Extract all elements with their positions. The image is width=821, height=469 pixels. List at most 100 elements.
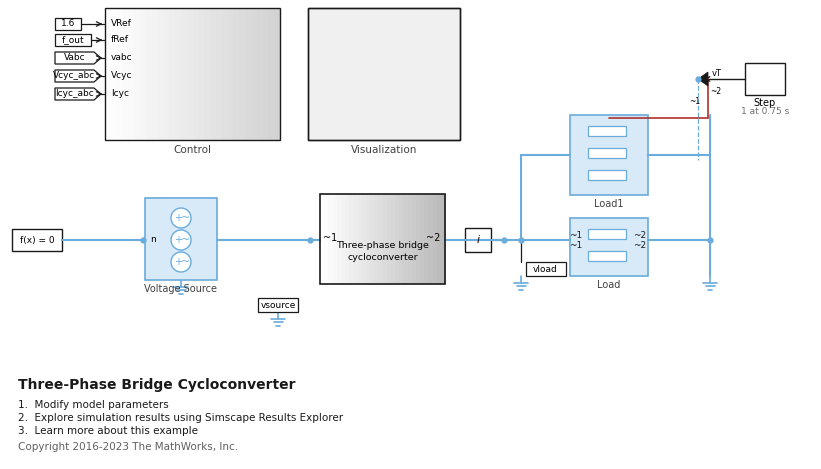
- Bar: [570, 115, 648, 195]
- Bar: [308, 8, 314, 140]
- Bar: [588, 170, 626, 180]
- Bar: [134, 8, 140, 140]
- Bar: [338, 8, 344, 140]
- Bar: [391, 194, 396, 284]
- Bar: [433, 194, 437, 284]
- Bar: [175, 8, 181, 140]
- Bar: [362, 194, 366, 284]
- Bar: [117, 8, 123, 140]
- Bar: [181, 8, 187, 140]
- Bar: [323, 8, 328, 140]
- Text: 2.  Explore simulation results using Simscape Results Explorer: 2. Explore simulation results using Sims…: [18, 413, 343, 423]
- Bar: [12, 229, 62, 251]
- Bar: [420, 194, 424, 284]
- Bar: [163, 8, 170, 140]
- Bar: [199, 8, 204, 140]
- Circle shape: [171, 208, 191, 228]
- Bar: [353, 194, 358, 284]
- Bar: [745, 63, 785, 95]
- Text: Copyright 2016-2023 The MathWorks, Inc.: Copyright 2016-2023 The MathWorks, Inc.: [18, 442, 238, 452]
- Bar: [570, 218, 648, 276]
- Bar: [268, 8, 275, 140]
- Text: 1.  Modify model parameters: 1. Modify model parameters: [18, 400, 169, 410]
- Bar: [192, 8, 199, 140]
- Bar: [343, 8, 349, 140]
- Text: ~1: ~1: [570, 241, 583, 250]
- Text: vabc: vabc: [111, 53, 133, 62]
- Bar: [308, 8, 460, 140]
- Bar: [410, 8, 415, 140]
- Bar: [55, 34, 91, 46]
- Bar: [140, 8, 146, 140]
- Bar: [359, 8, 365, 140]
- Bar: [308, 8, 460, 140]
- Bar: [395, 194, 400, 284]
- Bar: [111, 8, 117, 140]
- Bar: [374, 8, 379, 140]
- Bar: [274, 8, 281, 140]
- Text: Vcyc_abc: Vcyc_abc: [53, 71, 95, 81]
- Bar: [429, 8, 435, 140]
- Bar: [337, 194, 342, 284]
- Bar: [445, 8, 451, 140]
- Text: fRef: fRef: [111, 36, 129, 45]
- Bar: [216, 8, 222, 140]
- Bar: [105, 8, 280, 140]
- Bar: [434, 8, 440, 140]
- Bar: [389, 8, 395, 140]
- Bar: [526, 262, 566, 276]
- Bar: [318, 8, 323, 140]
- Bar: [341, 194, 346, 284]
- Bar: [345, 194, 350, 284]
- Bar: [122, 8, 129, 140]
- Text: cycloconverter: cycloconverter: [347, 252, 418, 262]
- Bar: [239, 8, 245, 140]
- Text: ~2: ~2: [710, 86, 722, 96]
- Text: vload: vload: [533, 265, 557, 273]
- Text: ~1: ~1: [323, 233, 337, 243]
- Text: Control: Control: [173, 145, 212, 155]
- Bar: [369, 8, 374, 140]
- Bar: [128, 8, 135, 140]
- Bar: [424, 8, 430, 140]
- Bar: [227, 8, 234, 140]
- Bar: [263, 8, 268, 140]
- Text: ~: ~: [181, 257, 190, 267]
- Bar: [429, 194, 433, 284]
- Bar: [420, 8, 425, 140]
- Bar: [186, 8, 193, 140]
- Bar: [379, 8, 384, 140]
- Bar: [404, 8, 410, 140]
- Bar: [364, 8, 369, 140]
- Text: f(x) = 0: f(x) = 0: [20, 235, 54, 244]
- Text: +: +: [174, 257, 182, 267]
- Bar: [441, 194, 446, 284]
- Bar: [455, 8, 461, 140]
- Bar: [399, 8, 405, 140]
- Text: Visualization: Visualization: [351, 145, 417, 155]
- Text: ~: ~: [181, 213, 190, 223]
- Text: i: i: [476, 235, 479, 245]
- Bar: [324, 194, 329, 284]
- Bar: [333, 8, 339, 140]
- Bar: [251, 8, 257, 140]
- Bar: [349, 8, 354, 140]
- Circle shape: [171, 252, 191, 272]
- Text: VRef: VRef: [111, 20, 132, 29]
- Bar: [320, 194, 324, 284]
- Text: +: +: [174, 235, 182, 245]
- Bar: [169, 8, 176, 140]
- Bar: [328, 194, 333, 284]
- Bar: [440, 8, 445, 140]
- Text: ~2: ~2: [634, 230, 647, 240]
- Bar: [424, 194, 429, 284]
- Polygon shape: [698, 72, 708, 86]
- Bar: [588, 148, 626, 158]
- Polygon shape: [55, 70, 101, 82]
- Bar: [258, 298, 298, 312]
- Text: ~2: ~2: [634, 241, 647, 250]
- Text: ~: ~: [181, 235, 190, 245]
- Bar: [465, 228, 491, 252]
- Bar: [370, 194, 374, 284]
- Bar: [588, 229, 626, 239]
